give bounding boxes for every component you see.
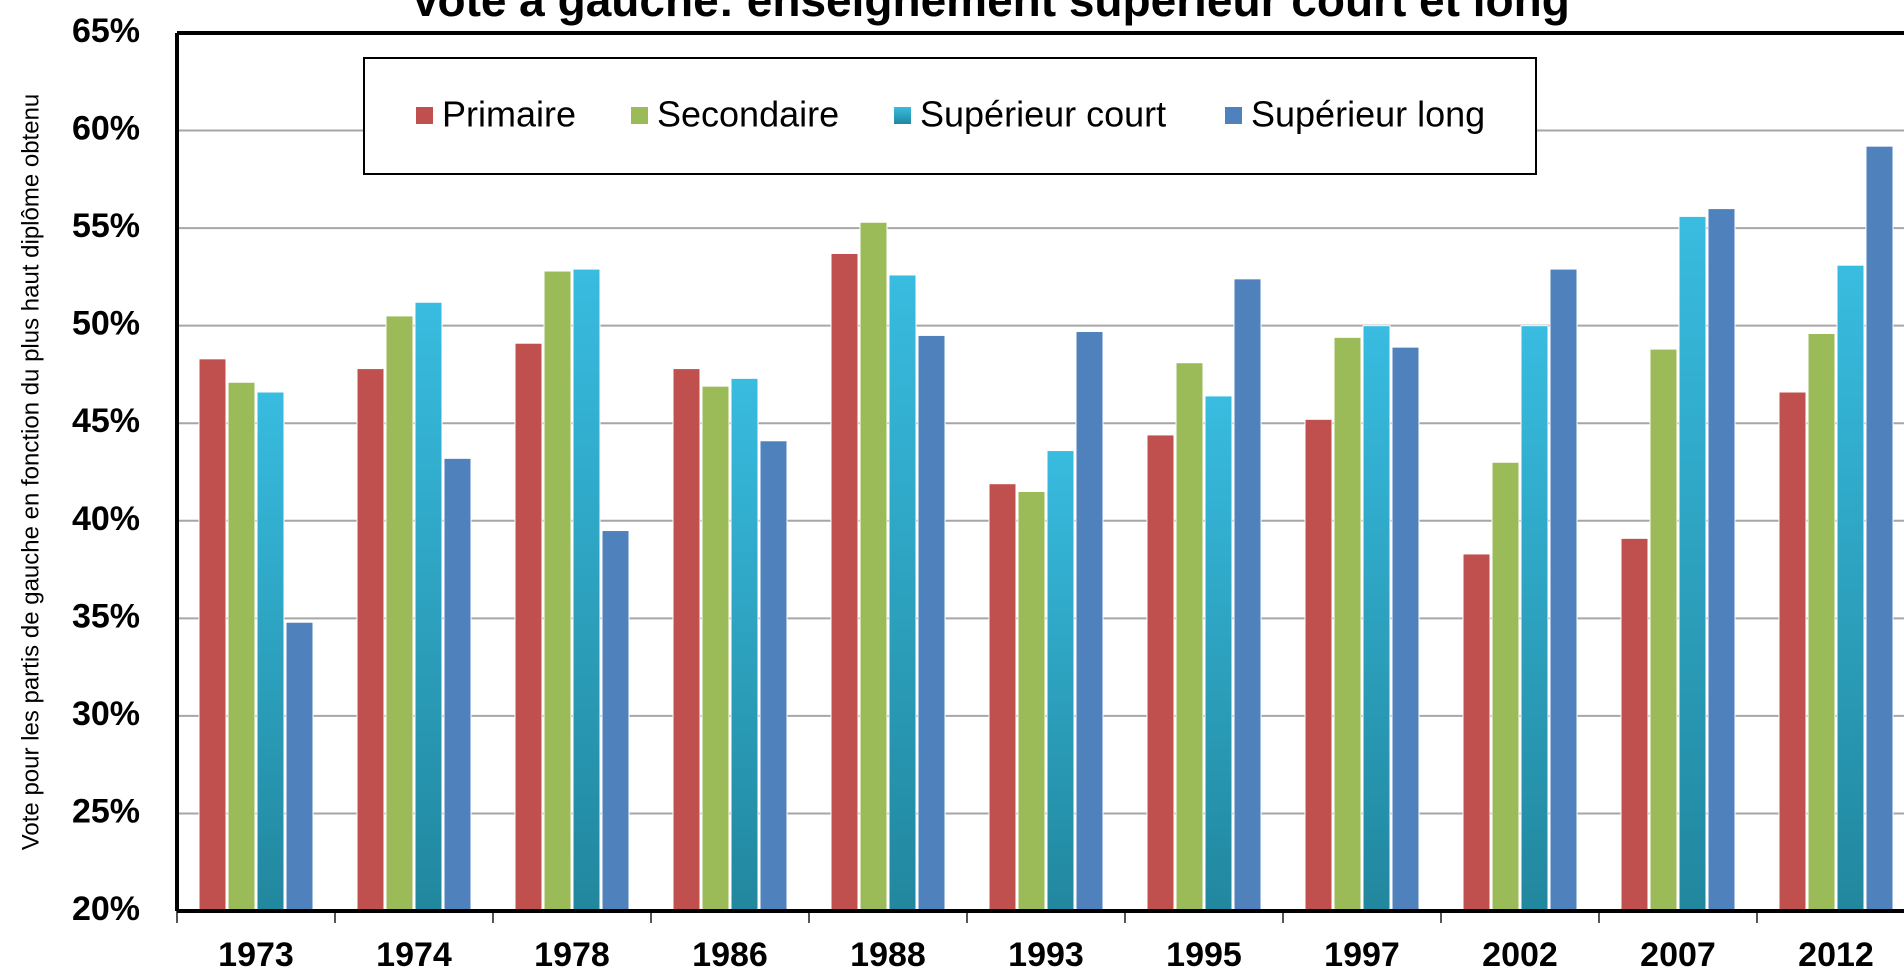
legend-swatch	[894, 107, 911, 124]
bar	[1462, 553, 1491, 912]
legend-swatch	[631, 107, 648, 124]
bar	[1046, 450, 1075, 912]
bar	[1520, 325, 1549, 912]
bar	[1678, 215, 1707, 912]
bar	[830, 252, 859, 912]
bar	[859, 221, 888, 912]
y-tick-label: 35%	[72, 597, 140, 635]
y-tick-label: 45%	[72, 402, 140, 440]
x-tick-label: 2002	[1482, 936, 1558, 973]
bar	[285, 621, 314, 912]
bar	[1649, 348, 1678, 912]
bar	[701, 385, 730, 912]
x-tick-label: 1973	[218, 936, 294, 973]
y-tick-label: 65%	[72, 12, 140, 50]
y-tick-label: 60%	[72, 110, 140, 148]
legend-label: Supérieur court	[920, 94, 1166, 135]
y-tick-label: 40%	[72, 500, 140, 538]
legend-label: Primaire	[442, 94, 576, 135]
bar	[1333, 336, 1362, 912]
bar	[1491, 461, 1520, 912]
bar	[514, 342, 543, 912]
y-tick-label: 25%	[72, 792, 140, 830]
bar	[1620, 537, 1649, 912]
chart-title: Vote à gauche: enseignement supérieur co…	[410, 0, 1570, 26]
bar	[256, 391, 285, 912]
bar	[1549, 268, 1578, 912]
bar	[1836, 264, 1865, 912]
bar	[988, 483, 1017, 912]
bar	[1204, 395, 1233, 912]
x-tick-label: 1993	[1008, 936, 1084, 973]
bar	[730, 377, 759, 912]
bar	[888, 274, 917, 912]
bar	[1233, 278, 1262, 912]
bar	[1707, 208, 1736, 912]
legend-label: Secondaire	[657, 94, 839, 135]
bar	[1362, 325, 1391, 912]
y-tick-label: 20%	[72, 890, 140, 928]
bar	[572, 268, 601, 912]
x-tick-label: 1974	[376, 936, 452, 973]
x-tick-label: 2012	[1798, 936, 1874, 973]
x-tick-label: 1997	[1324, 936, 1400, 973]
bar	[1175, 362, 1204, 912]
bar	[1391, 346, 1420, 912]
bar	[1146, 434, 1175, 912]
bar	[227, 381, 256, 912]
bar	[917, 334, 946, 912]
y-axis-label: Vote pour les partis de gauche en foncti…	[17, 94, 44, 851]
bar	[672, 368, 701, 912]
x-tick-label: 1995	[1166, 936, 1242, 973]
x-tick-label: 1988	[850, 936, 926, 973]
bar	[1075, 331, 1104, 912]
bar	[543, 270, 572, 912]
bar	[601, 530, 630, 912]
x-tick-label: 2007	[1640, 936, 1716, 973]
bar	[759, 440, 788, 912]
bar	[443, 457, 472, 912]
legend-swatch	[416, 107, 433, 124]
bar	[198, 358, 227, 912]
x-tick-label: 1986	[692, 936, 768, 973]
legend-box	[363, 57, 1537, 175]
bar	[1304, 418, 1333, 912]
bar	[1807, 332, 1836, 912]
legend-swatch	[1225, 107, 1242, 124]
y-tick-label: 55%	[72, 207, 140, 245]
bar	[1778, 391, 1807, 912]
bar	[356, 368, 385, 912]
y-tick-label: 50%	[72, 305, 140, 343]
bar	[1865, 145, 1894, 912]
x-tick-label: 1978	[534, 936, 610, 973]
legend-label: Supérieur long	[1251, 94, 1485, 135]
bar	[385, 315, 414, 912]
bar	[1017, 491, 1046, 912]
y-tick-label: 30%	[72, 695, 140, 733]
bar	[414, 301, 443, 912]
